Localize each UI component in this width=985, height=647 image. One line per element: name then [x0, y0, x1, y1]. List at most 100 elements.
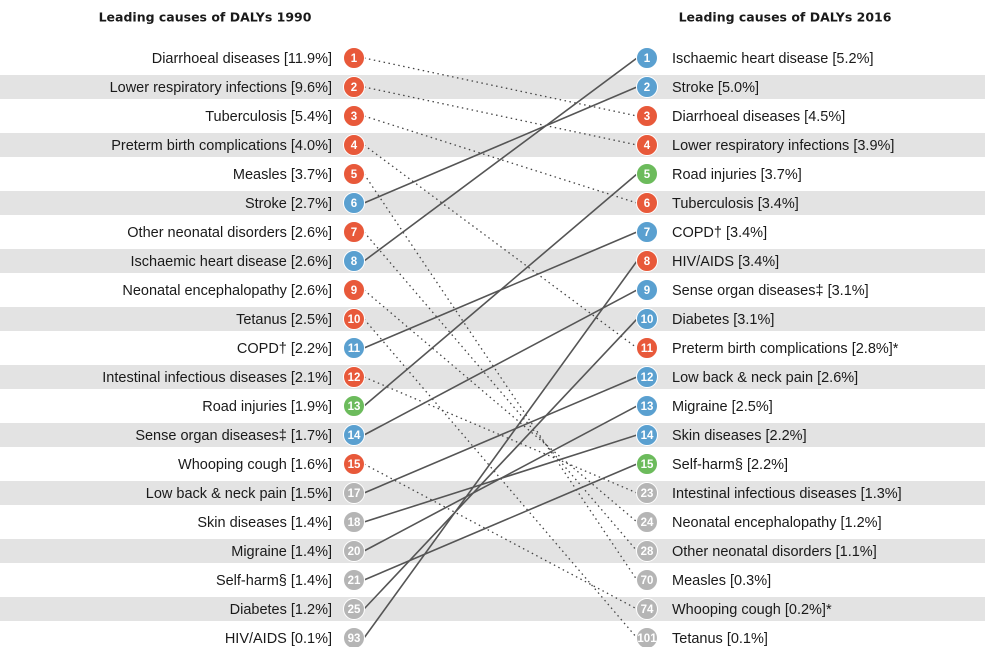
- rank-number: 7: [351, 227, 357, 239]
- rank-badge: [343, 76, 365, 98]
- cause-label: Tetanus [0.1%]: [672, 631, 768, 647]
- rank-number: 20: [348, 546, 361, 558]
- rank-number: 2: [351, 82, 357, 94]
- connector: [363, 57, 638, 262]
- rank-badge: [636, 540, 658, 562]
- row-band: [0, 539, 985, 563]
- rank-number: 25: [348, 604, 361, 616]
- cause-label: Neonatal encephalopathy [2.6%]: [122, 283, 332, 299]
- rank-number: 6: [351, 198, 357, 210]
- rank-number: 21: [348, 575, 361, 587]
- left-title: Leading causes of DALYs 1990: [99, 10, 312, 25]
- cause-label: Whooping cough [0.2%]*: [672, 602, 832, 618]
- connector: [363, 173, 638, 407]
- rank-badge: [343, 366, 365, 388]
- cause-label: Diarrhoeal diseases [11.9%]: [152, 51, 332, 67]
- cause-label: Preterm birth complications [4.0%]: [111, 138, 332, 154]
- rank-number: 17: [348, 488, 361, 500]
- rank-number: 15: [348, 459, 361, 471]
- rank-number: 9: [644, 285, 650, 297]
- cause-label: Lower respiratory infections [9.6%]: [110, 80, 332, 96]
- rank-number: 10: [348, 314, 361, 326]
- rank-number: 9: [351, 285, 357, 297]
- rank-number: 13: [641, 401, 654, 413]
- rank-badge: [343, 540, 365, 562]
- cause-label: Stroke [5.0%]: [672, 80, 759, 96]
- cause-label: Lower respiratory infections [3.9%]: [672, 138, 894, 154]
- rank-number: 24: [641, 517, 654, 529]
- cause-label: Preterm birth complications [2.8%]*: [672, 341, 899, 357]
- row-band: [0, 75, 985, 99]
- rank-number: 4: [351, 140, 358, 152]
- rank-badge: [343, 163, 365, 185]
- row-band: [0, 597, 985, 621]
- rank-number: 14: [641, 430, 654, 442]
- rank-number: 15: [641, 459, 654, 471]
- cause-label: Sense organ diseases‡ [1.7%]: [135, 428, 332, 444]
- rank-number: 8: [351, 256, 358, 268]
- connector: [363, 144, 638, 349]
- rank-number: 23: [641, 488, 654, 500]
- rank-badge: [343, 279, 365, 301]
- cause-label: Diabetes [3.1%]: [672, 312, 774, 328]
- cause-label: Tuberculosis [5.4%]: [205, 109, 332, 125]
- cause-label: Tetanus [2.5%]: [236, 312, 332, 328]
- cause-label: Whooping cough [1.6%]: [178, 457, 332, 473]
- rank-badge: [636, 76, 658, 98]
- rank-badge: [636, 598, 658, 620]
- rank-badge: [636, 627, 658, 647]
- rank-number: 101: [637, 633, 657, 645]
- rank-badge: [343, 627, 365, 647]
- rank-number: 13: [348, 401, 361, 413]
- rank-number: 6: [644, 198, 650, 210]
- cause-label: Measles [3.7%]: [233, 167, 332, 183]
- connector: [363, 289, 638, 436]
- rank-badge: [636, 250, 658, 272]
- rank-number: 11: [641, 343, 654, 355]
- rank-badge: [636, 482, 658, 504]
- cause-label: Road injuries [1.9%]: [202, 399, 332, 415]
- rank-badge: [636, 192, 658, 214]
- rank-badge: [343, 134, 365, 156]
- connector: [363, 86, 638, 204]
- row-band: [0, 307, 985, 331]
- row-band: [0, 249, 985, 273]
- cause-label: Low back & neck pain [2.6%]: [672, 370, 858, 386]
- rank-number: 4: [644, 140, 651, 152]
- connector: [363, 318, 638, 610]
- rank-number: 5: [351, 169, 358, 181]
- row-band: [0, 423, 985, 447]
- cause-label: Migraine [1.4%]: [231, 544, 332, 560]
- rank-number: 18: [348, 517, 361, 529]
- cause-label: HIV/AIDS [3.4%]: [672, 254, 779, 270]
- connector: [363, 376, 638, 494]
- cause-label: Neonatal encephalopathy [1.2%]: [672, 515, 882, 531]
- rank-badge: [343, 424, 365, 446]
- rank-badge: [343, 569, 365, 591]
- row-band: [0, 365, 985, 389]
- cause-label: Self-harm§ [1.4%]: [216, 573, 332, 589]
- rank-badge: [343, 598, 365, 620]
- cause-label: Migraine [2.5%]: [672, 399, 773, 415]
- rank-badge: [636, 395, 658, 417]
- rank-badge: [636, 221, 658, 243]
- cause-label: Self-harm§ [2.2%]: [672, 457, 788, 473]
- row-band: [0, 191, 985, 215]
- rank-badge: [636, 134, 658, 156]
- rank-number: 70: [641, 575, 654, 587]
- cause-label: Diarrhoeal diseases [4.5%]: [672, 109, 845, 125]
- cause-label: COPD† [2.2%]: [237, 341, 332, 357]
- rank-number: 3: [351, 111, 357, 123]
- rank-badge: [343, 337, 365, 359]
- cause-label: Ischaemic heart disease [2.6%]: [131, 254, 333, 270]
- cause-label: HIV/AIDS [0.1%]: [225, 631, 332, 647]
- rank-badge: [343, 47, 365, 69]
- cause-label: Intestinal infectious diseases [2.1%]: [102, 370, 332, 386]
- rank-number: 12: [348, 372, 361, 384]
- cause-label: Road injuries [3.7%]: [672, 167, 802, 183]
- rank-badge: [636, 105, 658, 127]
- cause-label: Other neonatal disorders [1.1%]: [672, 544, 877, 560]
- cause-label: Other neonatal disorders [2.6%]: [127, 225, 332, 241]
- rank-badge: [636, 337, 658, 359]
